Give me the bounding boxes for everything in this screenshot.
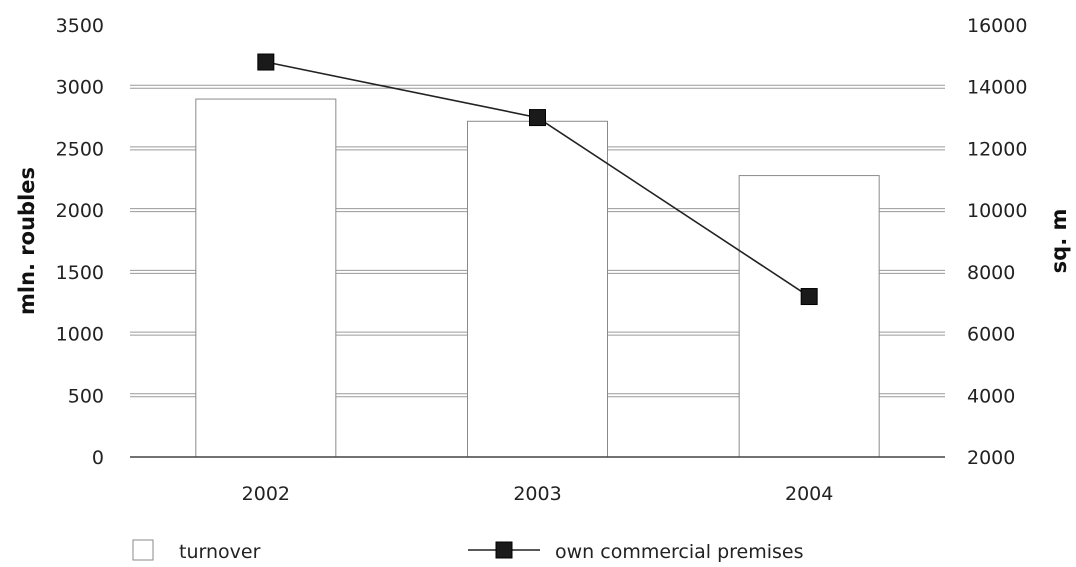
bar-2004 xyxy=(738,175,880,458)
y-tick-label-500: 500 xyxy=(68,385,104,407)
y-tick-label-3500: 3500 xyxy=(56,15,104,37)
bars xyxy=(195,98,880,458)
y2-tick-label-4000: 4000 xyxy=(967,385,1015,407)
legend-premises-label: own commercial premises xyxy=(555,541,804,563)
y-tick-label-3000: 3000 xyxy=(56,77,104,99)
legend-premises-marker xyxy=(495,541,513,559)
bar-2002 xyxy=(195,98,337,458)
x-tick-label-2003: 2003 xyxy=(513,483,561,505)
y2-axis-title: sq. m xyxy=(1047,209,1071,274)
y2-tick-label-16000: 16000 xyxy=(967,15,1027,37)
y-tick-label-1000: 1000 xyxy=(56,324,104,346)
premises-marker-2004 xyxy=(800,288,818,306)
y-tick-label-0: 0 xyxy=(92,447,104,469)
y-axis-title: mln. roubles xyxy=(15,167,39,315)
y2-tick-label-2000: 2000 xyxy=(967,447,1015,469)
x-tick-label-2004: 2004 xyxy=(785,483,833,505)
bar-2003 xyxy=(467,120,608,458)
premises-marker-2002 xyxy=(257,53,275,71)
x-tick-labels: 2002 2003 2004 xyxy=(242,483,834,505)
legend: turnover own commercial premises xyxy=(132,539,804,563)
x-tick-label-2002: 2002 xyxy=(242,483,290,505)
y-tick-label-2500: 2500 xyxy=(56,138,104,160)
y-tick-label-1500: 1500 xyxy=(56,262,104,284)
y-tick-labels: 0 500 1000 1500 2000 2500 3000 3500 xyxy=(56,15,104,469)
y2-tick-label-8000: 8000 xyxy=(967,262,1015,284)
y2-tick-label-6000: 6000 xyxy=(967,324,1015,346)
line-series xyxy=(257,53,818,306)
y2-tick-label-14000: 14000 xyxy=(967,77,1027,99)
y2-tick-labels: 2000 4000 6000 8000 10000 12000 14000 16000 xyxy=(967,15,1027,469)
y2-tick-label-10000: 10000 xyxy=(967,200,1027,222)
y-tick-label-2000: 2000 xyxy=(56,200,104,222)
y2-tick-label-12000: 12000 xyxy=(967,138,1027,160)
legend-turnover-swatch xyxy=(132,539,154,561)
premises-marker-2003 xyxy=(529,109,546,127)
legend-turnover-label: turnover xyxy=(179,541,261,563)
